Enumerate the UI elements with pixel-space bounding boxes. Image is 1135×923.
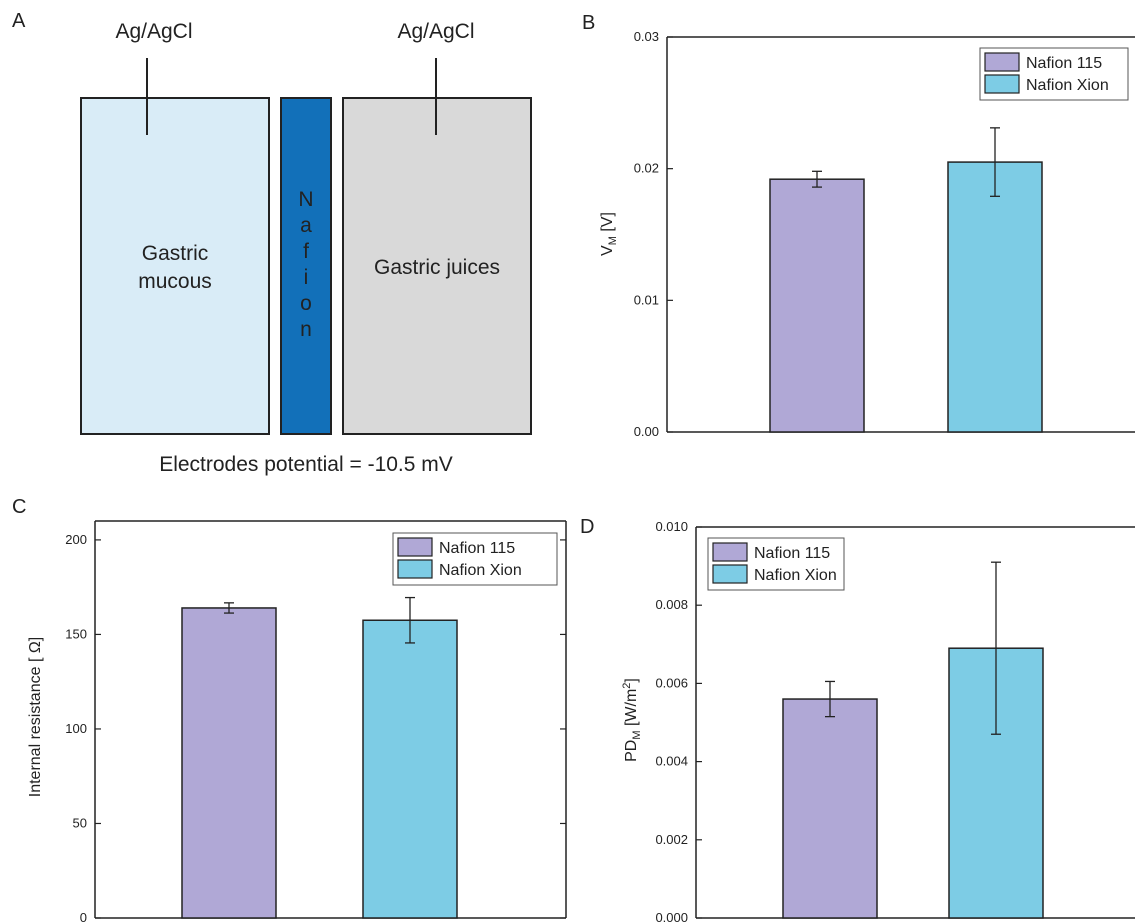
bar (783, 699, 877, 918)
y-axis-label: PDM [W/m2] (621, 678, 643, 762)
y-axis-label-subscript: M (607, 236, 619, 245)
electrode-potential-caption: Electrodes potential = -10.5 mV (159, 453, 453, 476)
chart-internal-resistance: 0 50 100 150 200 Nafion 115 Nafion Xion Interna… (27, 521, 566, 923)
bar (770, 179, 864, 432)
legend-label: Nafion 115 (439, 540, 515, 557)
y-axis-label-main: PD (623, 740, 640, 762)
cell-diagram: Ag/AgCl Ag/AgCl Gastric mucous N a f i o… (81, 20, 531, 476)
y-tick-label: 100 (65, 721, 87, 736)
y-axis-label: Internal resistance [ Ω] (27, 637, 44, 797)
legend-swatch (985, 75, 1019, 93)
y-axis-label: VM [V] (599, 212, 619, 256)
legend-label: Nafion Xion (439, 562, 522, 579)
y-axis-label-subscript: M (631, 730, 643, 739)
y-tick-label: 50 (73, 815, 87, 830)
y-tick-label: 0.00 (634, 424, 659, 439)
y-tick-label: 200 (65, 532, 87, 547)
y-tick-label: 0.004 (655, 754, 688, 769)
y-axis-label-unit: [W/m (623, 689, 640, 731)
mucous-chamber (81, 98, 269, 434)
membrane-letter: i (304, 266, 309, 289)
y-tick-label: 0.01 (634, 292, 659, 307)
legend-label: Nafion 115 (1026, 55, 1102, 72)
y-tick-label: 0.006 (655, 675, 688, 690)
legend-label: Nafion Xion (1026, 77, 1109, 94)
y-tick-label: 0.010 (655, 519, 688, 534)
mucous-label-line2: mucous (138, 270, 212, 293)
y-axis-label-unit: [V] (599, 212, 616, 236)
legend-swatch (713, 565, 747, 583)
juices-label: Gastric juices (374, 256, 500, 279)
y-tick-label: 150 (65, 626, 87, 641)
legend-label: Nafion 115 (754, 545, 830, 562)
y-tick-label: 0.03 (634, 29, 659, 44)
bar (182, 608, 276, 918)
mucous-label-line1: Gastric (142, 242, 209, 265)
y-axis-label-main: V (599, 245, 616, 256)
right-electrode-label: Ag/AgCl (397, 20, 474, 43)
y-tick-label: 0.02 (634, 161, 659, 176)
legend-swatch (713, 543, 747, 561)
membrane-letter: a (300, 214, 312, 237)
y-tick-label: 0.008 (655, 597, 688, 612)
bar (363, 620, 457, 918)
membrane-letter: o (300, 292, 312, 315)
left-electrode-label: Ag/AgCl (115, 20, 192, 43)
chart-power-density: 0.000 0.002 0.004 0.006 0.008 0.010 Nafion 115… (621, 519, 1135, 923)
chart-vm: 0.00 0.01 0.02 0.03 Nafion 115 Nafion Xion VM … (599, 29, 1135, 439)
membrane-letter: N (298, 188, 313, 211)
bar (948, 162, 1042, 432)
membrane-letter: f (303, 240, 309, 263)
y-tick-label: 0.002 (655, 832, 688, 847)
legend-swatch (398, 538, 432, 556)
y-tick-label: 0.000 (655, 910, 688, 923)
y-tick-label: 0 (80, 910, 87, 923)
membrane-letter: n (300, 318, 312, 341)
legend-swatch (398, 560, 432, 578)
y-axis-label-end: ] (623, 678, 640, 682)
legend-swatch (985, 53, 1019, 71)
legend-label: Nafion Xion (754, 567, 837, 584)
